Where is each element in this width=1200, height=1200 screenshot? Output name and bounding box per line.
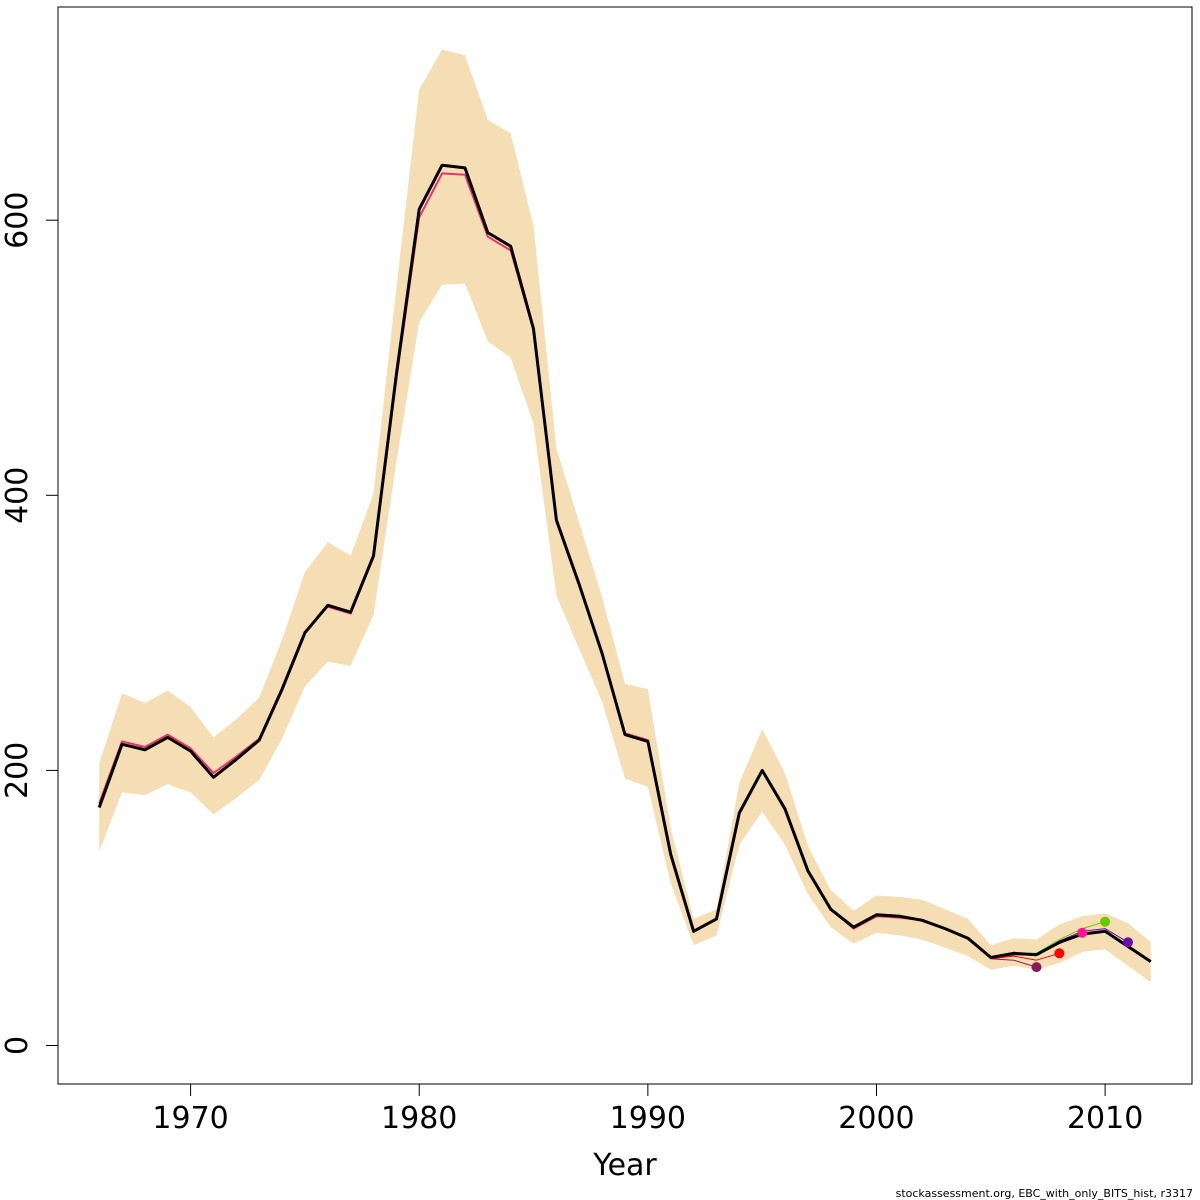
footer-caption: stockassessment.org, EBC_with_only_BITS_… <box>896 1187 1193 1200</box>
x-axis: 1970 1980 1990 2000 2010 <box>152 1083 1143 1136</box>
series-line-retro-2008 <box>990 952 1060 961</box>
endpoint-marker-retro-2011 <box>1123 937 1133 948</box>
endpoint-marker-retro-2009 <box>1077 927 1088 938</box>
x-axis-title: Year <box>592 1148 657 1183</box>
x-tick-label: 1990 <box>610 1101 686 1136</box>
y-tick-label: 400 <box>0 467 35 524</box>
endpoint-marker-retro-2010 <box>1100 916 1111 927</box>
x-tick-label: 2010 <box>1067 1101 1143 1136</box>
x-tick-label: 1980 <box>381 1101 457 1136</box>
y-tick-label: 600 <box>0 192 35 249</box>
series-line-main <box>97 163 1152 963</box>
y-tick-label: 0 <box>0 1036 35 1055</box>
endpoint-markers-layer <box>1031 916 1133 973</box>
x-tick-label: 1970 <box>152 1101 228 1136</box>
endpoint-marker-retro-2008 <box>1054 948 1065 959</box>
endpoint-marker-retro-2007 <box>1031 962 1042 973</box>
series-lines-layer <box>97 163 1152 968</box>
x-tick-label: 2000 <box>838 1101 914 1136</box>
series-line-retro-2007 <box>990 958 1037 968</box>
y-tick-label: 200 <box>0 742 35 799</box>
y-axis: 0 200 400 600 <box>0 192 59 1055</box>
